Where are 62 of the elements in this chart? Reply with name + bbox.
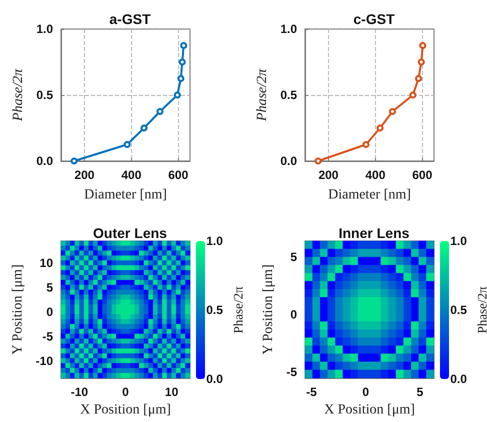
x-tick-label: 0 — [122, 385, 130, 399]
y-tick-label: 0.0 — [280, 154, 298, 168]
point — [362, 141, 370, 148]
point — [178, 58, 186, 66]
x-axis-title: X Position [μm] — [80, 402, 171, 418]
y-tick-label: -5 — [286, 365, 298, 380]
x-tick-label: 0 — [362, 385, 370, 399]
color-bar-label: 0.5 — [206, 303, 224, 317]
chart-title: a-GST — [109, 11, 152, 27]
color-bar-label: 1.0 — [450, 234, 468, 248]
x-tick-label: 400 — [365, 168, 386, 182]
x-tick-label: -10 — [70, 385, 88, 399]
x-tick-label: 600 — [412, 168, 433, 182]
x-axis-title: Diameter [nm] — [328, 188, 411, 202]
point — [177, 75, 184, 82]
y-tick-label: 0.5 — [36, 88, 54, 102]
point — [418, 58, 425, 66]
x-tick-label: 200 — [318, 168, 339, 182]
y-tick-label: 5 — [46, 280, 54, 294]
y-tick-label: 0 — [46, 304, 54, 319]
chart-title: Inner Lens — [338, 225, 410, 241]
y-tick-label: 10 — [40, 256, 54, 270]
y-tick-label: 1.0 — [280, 22, 298, 36]
point — [314, 158, 322, 164]
x-tick-label: 10 — [164, 385, 179, 399]
y-axis-title: Phase/2π — [10, 68, 26, 122]
point — [140, 124, 148, 132]
point — [70, 158, 78, 164]
y-tick-label: 0.0 — [36, 154, 54, 168]
y-tick-label: -10 — [36, 354, 54, 368]
color-bar-title: Phase/2π — [474, 286, 487, 334]
color-bar-label: 0.5 — [450, 303, 468, 317]
point — [409, 92, 416, 98]
y-tick-label: 5 — [290, 250, 298, 264]
x-axis-title: Diameter [nm] — [84, 188, 167, 202]
color-bar-label: 0.0 — [450, 372, 468, 386]
point — [156, 108, 164, 115]
chart-title: c-GST — [353, 11, 396, 27]
y-tick-label: 1.0 — [36, 22, 54, 36]
y-tick-label: -5 — [42, 329, 54, 344]
chart-title: Outer Lens — [93, 225, 168, 241]
point — [124, 141, 131, 148]
point — [180, 42, 188, 49]
y-tick-label: 0.5 — [280, 88, 298, 102]
y-axis-title: Y Position [μm] — [260, 264, 276, 355]
point — [376, 124, 384, 132]
point — [388, 108, 396, 115]
x-axis-title: X Position [μm] — [324, 402, 415, 418]
y-tick-label: 0 — [290, 308, 298, 322]
x-tick-label: 400 — [121, 168, 142, 182]
y-axis-title: Y Position [μm] — [10, 264, 26, 355]
color-bar-label: 1.0 — [206, 234, 224, 248]
point — [415, 75, 422, 82]
x-tick-label: 600 — [168, 168, 189, 182]
x-tick-label: -5 — [306, 385, 318, 399]
color-bar-label: 0.0 — [206, 372, 224, 386]
y-axis-title: Phase/2π — [254, 68, 270, 122]
point — [174, 92, 181, 98]
x-tick-label: 5 — [416, 385, 424, 399]
point — [419, 42, 426, 49]
color-bar-title: Phase/2π — [230, 286, 246, 334]
x-tick-label: 200 — [74, 168, 95, 182]
